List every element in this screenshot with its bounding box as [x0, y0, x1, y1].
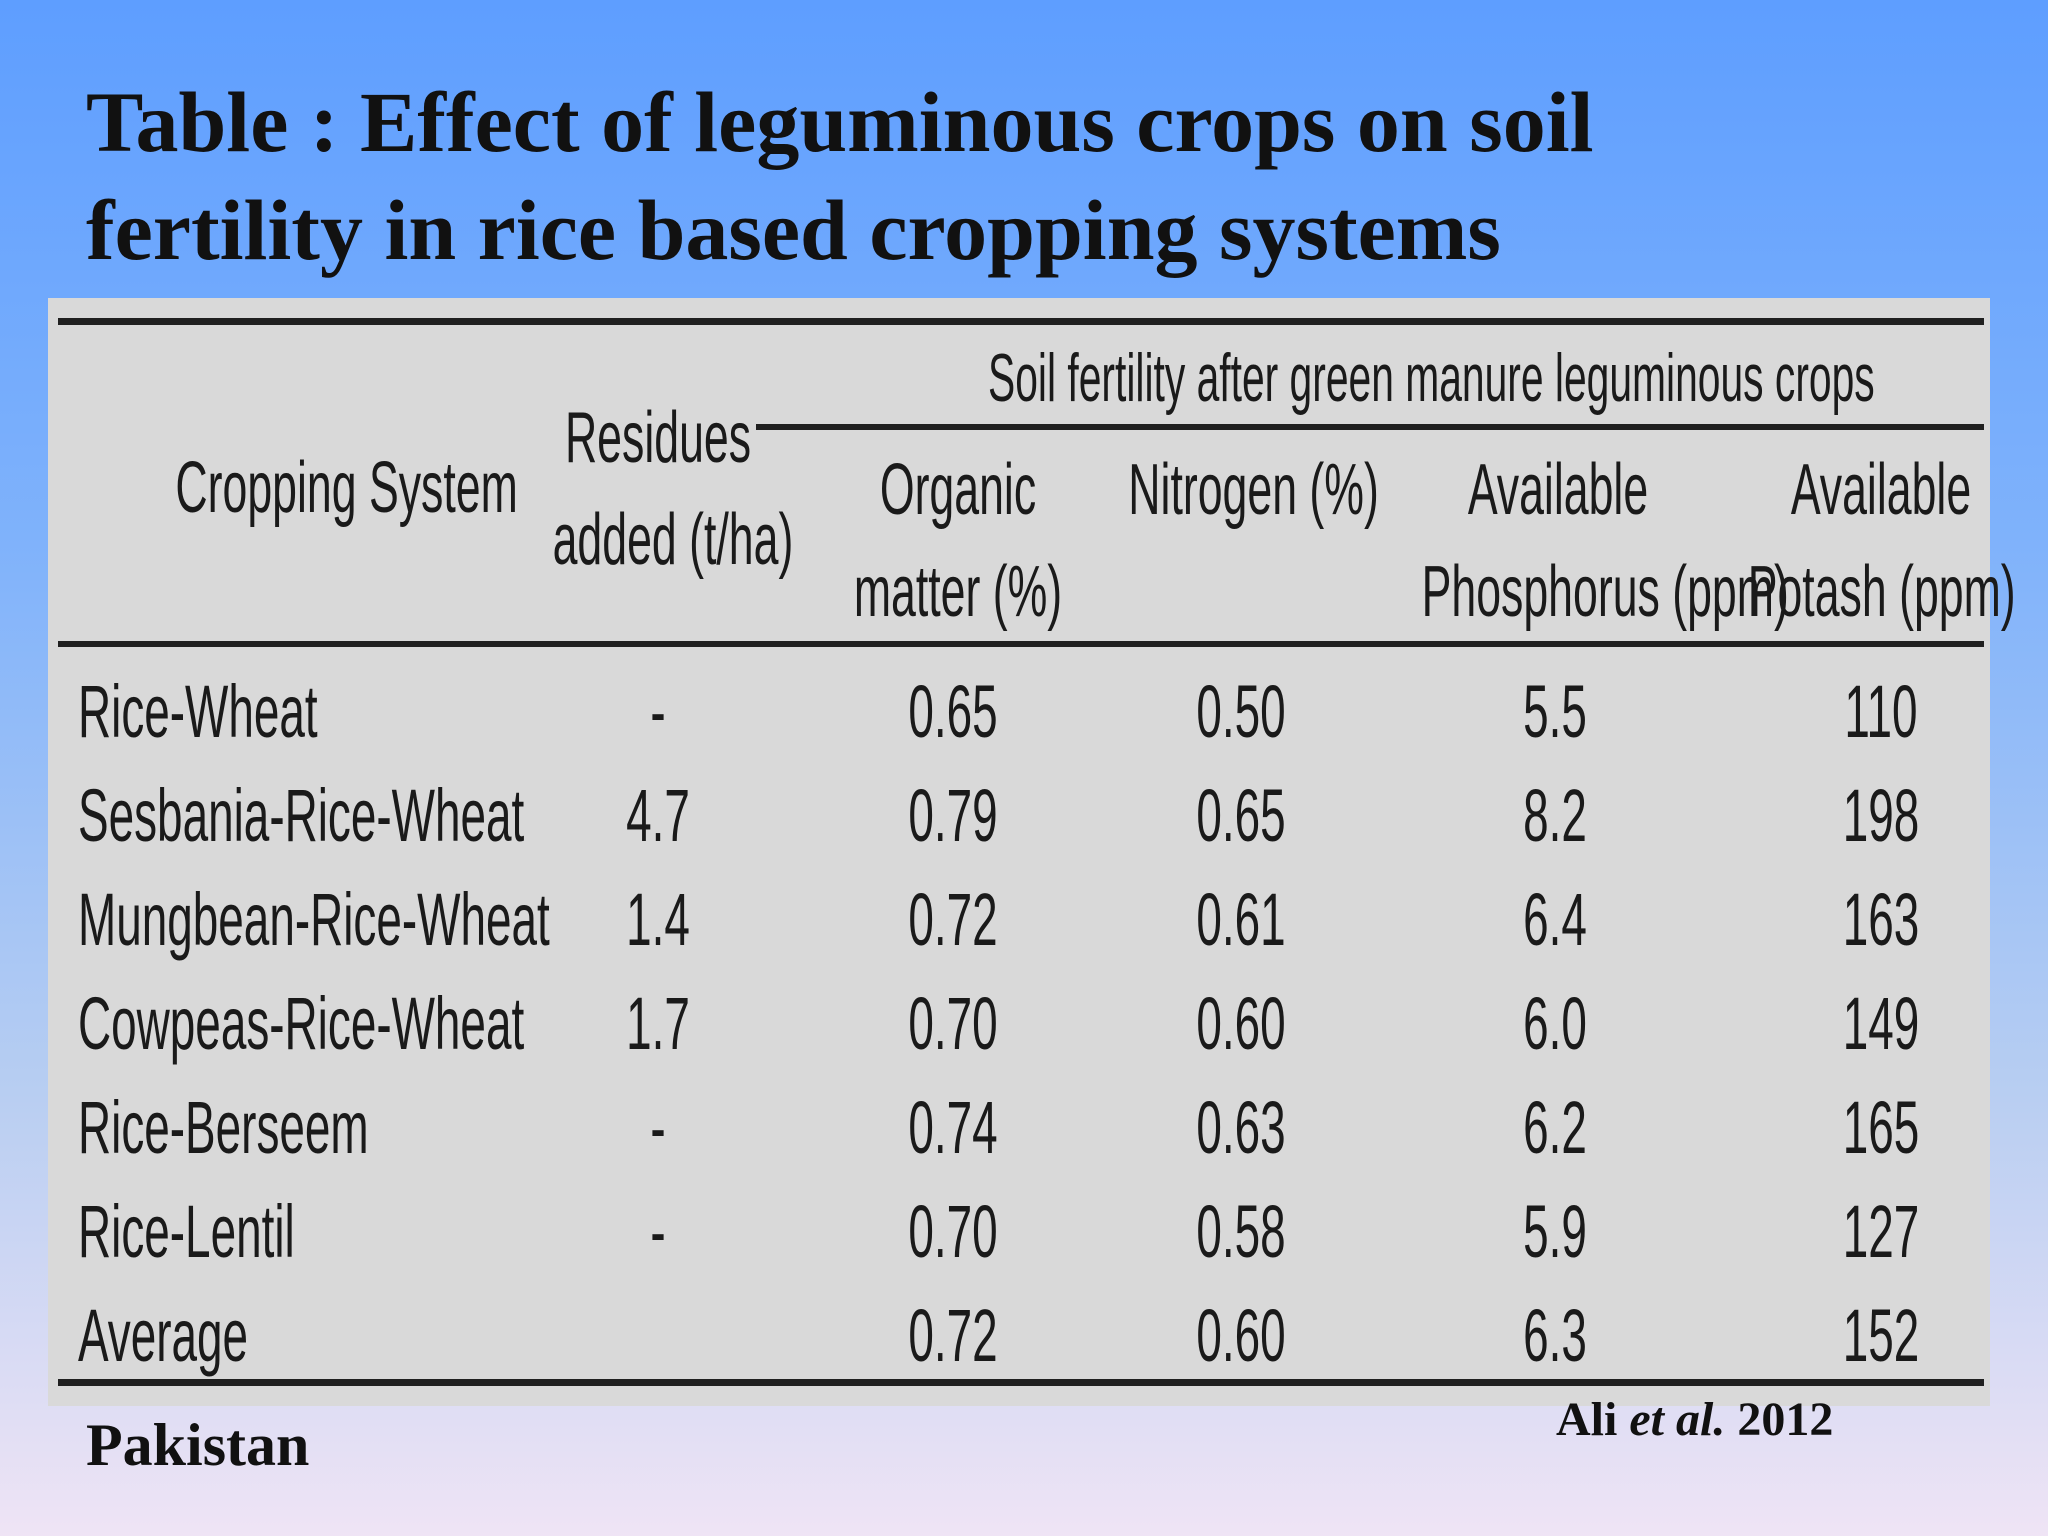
header-cropping-system: Cropping System — [175, 448, 518, 528]
cell-organic-matter: 0.65 — [908, 670, 998, 753]
cell-nitrogen: 0.60 — [1196, 982, 1286, 1065]
header-residues-line1: Residues — [564, 398, 752, 478]
cell-nitrogen: 0.65 — [1196, 774, 1286, 857]
cell-nitrogen: 0.63 — [1196, 1086, 1286, 1169]
cell-residues: 1.4 — [626, 878, 690, 961]
cell-phosphorus: 6.3 — [1523, 1294, 1587, 1377]
group-header-rule — [756, 424, 1984, 430]
citation: Ali et al. 2012 — [1556, 1390, 1833, 1450]
table-row: Rice-Lentil - 0.70 0.58 5.9 127 — [48, 1180, 1990, 1284]
cell-residues: 1.7 — [626, 982, 690, 1065]
cell-cropping-system: Cowpeas-Rice-Wheat — [78, 982, 525, 1065]
table-row: Rice-Berseem - 0.74 0.63 6.2 165 — [48, 1076, 1990, 1180]
cell-residues: 4.7 — [626, 774, 690, 857]
table-row: Cowpeas-Rice-Wheat 1.7 0.70 0.60 6.0 149 — [48, 972, 1990, 1076]
cell-residues: - — [650, 1190, 666, 1273]
location-label: Pakistan — [86, 1412, 310, 1478]
header-potash-line2: Potash (ppm) — [1747, 552, 2016, 632]
cell-organic-matter: 0.79 — [908, 774, 998, 857]
cell-phosphorus: 6.2 — [1523, 1086, 1587, 1169]
cell-potash: 149 — [1842, 982, 1920, 1065]
cell-phosphorus: 6.0 — [1523, 982, 1587, 1065]
cell-phosphorus: 5.5 — [1523, 670, 1587, 753]
header-rule — [58, 641, 1984, 647]
cell-potash: 152 — [1842, 1294, 1920, 1377]
cell-nitrogen: 0.58 — [1196, 1190, 1286, 1273]
citation-author: Ali — [1556, 1393, 1618, 1446]
header-nitrogen: Nitrogen (%) — [1128, 450, 1379, 530]
cell-cropping-system: Rice-Wheat — [78, 670, 318, 753]
table-top-rule — [58, 318, 1984, 325]
header-organic-matter-line1: Organic — [879, 450, 1037, 530]
cell-organic-matter: 0.72 — [908, 1294, 998, 1377]
cell-cropping-system: Sesbania-Rice-Wheat — [78, 774, 525, 857]
table-row: Rice-Wheat - 0.65 0.50 5.5 110 — [48, 660, 1990, 764]
cell-phosphorus: 8.2 — [1523, 774, 1587, 857]
cell-potash: 110 — [1844, 670, 1918, 753]
header-potash-line1: Available — [1790, 450, 1972, 530]
cell-phosphorus: 6.4 — [1523, 878, 1587, 961]
cell-nitrogen: 0.61 — [1196, 878, 1286, 961]
slide-title: Table : Effect of leguminous crops on so… — [86, 74, 1594, 278]
cell-potash: 163 — [1842, 878, 1920, 961]
citation-year: 2012 — [1737, 1393, 1834, 1446]
cell-organic-matter: 0.70 — [908, 1190, 998, 1273]
cell-phosphorus: 5.9 — [1523, 1190, 1587, 1273]
cell-cropping-system: Rice-Lentil — [78, 1190, 295, 1273]
cell-organic-matter: 0.74 — [908, 1086, 998, 1169]
cell-potash: 198 — [1842, 774, 1920, 857]
cell-residues: - — [650, 1086, 666, 1169]
header-phosphorus-line2: Phosphorus (ppm) — [1421, 552, 1789, 632]
cell-potash: 127 — [1842, 1190, 1920, 1273]
cell-cropping-system: Mungbean-Rice-Wheat — [78, 878, 550, 961]
cell-cropping-system: Rice-Berseem — [78, 1086, 369, 1169]
cell-potash: 165 — [1842, 1086, 1920, 1169]
cell-nitrogen: 0.60 — [1196, 1294, 1286, 1377]
citation-etal: et al. — [1629, 1393, 1726, 1446]
table-row: Sesbania-Rice-Wheat 4.7 0.79 0.65 8.2 19… — [48, 764, 1990, 868]
table-row: Mungbean-Rice-Wheat 1.4 0.72 0.61 6.4 16… — [48, 868, 1990, 972]
header-phosphorus-line1: Available — [1467, 450, 1649, 530]
fertility-table: Soil fertility after green manure legumi… — [48, 298, 2016, 1406]
table-bottom-rule — [58, 1379, 1984, 1386]
cell-nitrogen: 0.50 — [1196, 670, 1286, 753]
cell-cropping-system: Average — [78, 1294, 249, 1377]
table-row-average: Average 0.72 0.60 6.3 152 — [48, 1284, 1990, 1388]
group-header: Soil fertility after green manure legumi… — [988, 340, 1875, 416]
cell-organic-matter: 0.72 — [908, 878, 998, 961]
cell-residues: - — [650, 670, 666, 753]
header-organic-matter-line2: matter (%) — [853, 552, 1063, 632]
cell-organic-matter: 0.70 — [908, 982, 998, 1065]
header-residues-line2: added (t/ha) — [552, 500, 794, 580]
